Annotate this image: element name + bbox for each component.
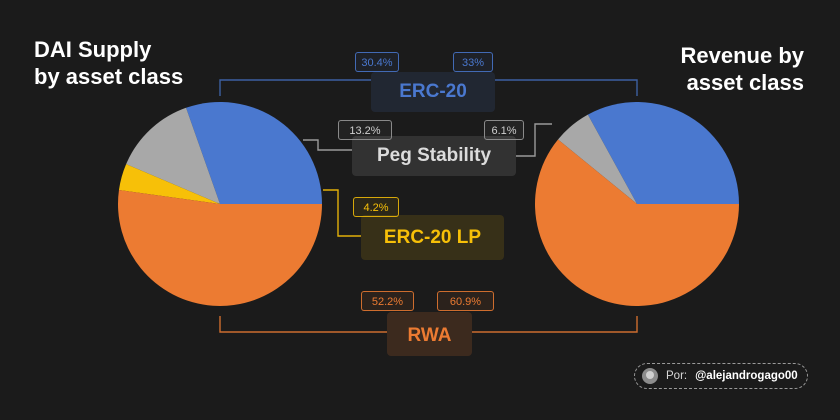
dai-supply-slice-peg-stability: [126, 107, 220, 204]
title-revenue-line1: Revenue by: [680, 43, 805, 68]
title-dai-supply-line1: DAI Supply: [34, 37, 152, 62]
title-dai-supply: DAI Supply by asset class: [34, 36, 183, 90]
dai-supply-slice-erc20-lp: [118, 164, 220, 204]
connector-rwa-left: [219, 316, 387, 333]
value-label-erc20-supply: 30.4%: [355, 52, 399, 72]
credit-prefix: Por:: [666, 370, 688, 382]
user-avatar-icon: [642, 368, 658, 384]
title-dai-supply-line2: by asset class: [34, 64, 184, 89]
dai-supply-slice-erc20: [186, 101, 322, 204]
category-label-erc20-lp: ERC-20 LP: [361, 215, 504, 260]
title-revenue: Revenue by asset class: [681, 42, 805, 96]
connector-erc20-right: [495, 79, 638, 96]
connector-peg-right: [516, 123, 552, 157]
connector-rwa-right: [472, 316, 638, 333]
value-label-rwa-supply: 52.2%: [361, 291, 414, 311]
title-revenue-line2: asset class: [686, 70, 804, 95]
connector-lp-left: [323, 189, 361, 237]
category-label-peg-stability: Peg Stability: [352, 136, 516, 176]
value-label-lp-supply: 4.2%: [353, 197, 399, 217]
category-label-rwa: RWA: [387, 312, 472, 356]
connector-lines: [219, 79, 638, 333]
author-credit[interactable]: Por: @alejandrogago00: [634, 363, 808, 389]
revenue-slice-peg-stability: [558, 114, 637, 204]
connector-peg-left: [303, 139, 352, 151]
connector-erc20-left: [219, 79, 371, 96]
pie-revenue: [535, 102, 739, 307]
category-label-erc20: ERC-20: [371, 72, 495, 112]
revenue-slice-erc20: [587, 102, 739, 204]
revenue-slice-rwa: [535, 139, 739, 307]
dai-supply-slice-rwa: [118, 189, 323, 306]
value-label-peg-revenue: 6.1%: [484, 120, 524, 140]
value-label-erc20-revenue: 33%: [453, 52, 493, 72]
credit-handle[interactable]: @alejandrogago00: [695, 370, 798, 382]
value-label-peg-supply: 13.2%: [338, 120, 392, 140]
value-label-rwa-revenue: 60.9%: [437, 291, 494, 311]
pie-dai-supply: [118, 101, 323, 306]
